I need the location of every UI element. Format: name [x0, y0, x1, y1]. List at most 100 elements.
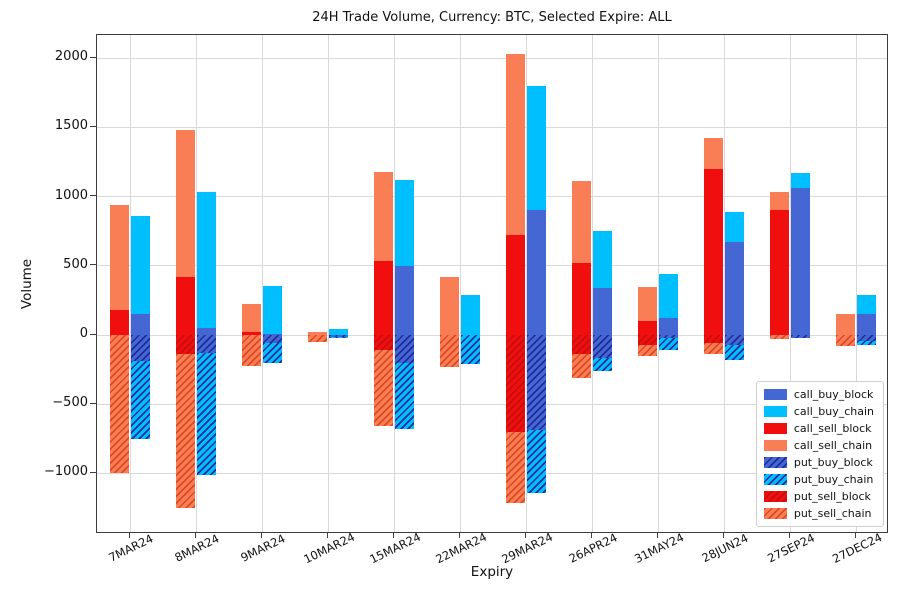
- bar-call_buy_chain-7MAR24: [131, 215, 150, 315]
- gridline-vertical: [525, 35, 527, 532]
- y-tick-label: 2000: [54, 49, 88, 65]
- legend-item-call_buy_chain: call_buy_chain: [763, 404, 874, 419]
- bar-call_buy_block-31MAY24: [659, 317, 678, 335]
- y-tick-mark: [90, 125, 96, 127]
- bar-put_buy_block-9MAR24: [263, 335, 282, 344]
- gridline-horizontal: [97, 57, 887, 59]
- gridline-horizontal: [97, 403, 887, 405]
- x-tick-mark: [788, 533, 790, 538]
- gridline-vertical: [261, 35, 263, 532]
- bar-call_buy_chain-31MAY24: [659, 274, 678, 318]
- y-tick-label: 500: [63, 256, 88, 272]
- gridline-vertical: [723, 35, 725, 532]
- bar-put_buy_block-28JUN24: [725, 335, 744, 346]
- legend-swatch-put_buy_block: [763, 457, 787, 468]
- gridline-horizontal: [97, 126, 887, 128]
- gridline-vertical: [591, 35, 593, 532]
- y-tick-mark: [90, 402, 96, 404]
- bar-put_sell_chain-29MAR24: [506, 431, 525, 504]
- bar-call_sell_block-7MAR24: [110, 310, 129, 335]
- bar-put_buy_chain-27DEC24: [857, 341, 876, 345]
- bar-call_sell_block-9MAR24: [242, 332, 261, 335]
- bar-call_sell_block-15MAR24: [374, 260, 393, 335]
- legend-item-call_buy_block: call_buy_block: [763, 387, 874, 402]
- bar-call_sell_block-31MAY24: [638, 321, 657, 335]
- x-tick-mark: [326, 533, 328, 538]
- gridline-horizontal: [97, 334, 887, 336]
- bar-put_buy_chain-22MAR24: [461, 335, 480, 365]
- bar-call_sell_chain-15MAR24: [374, 171, 393, 261]
- bar-call_sell_block-8MAR24: [176, 276, 195, 335]
- bar-put_sell_chain-28JUN24: [704, 343, 723, 355]
- x-tick-mark: [524, 533, 526, 538]
- bar-call_buy_chain-27DEC24: [857, 294, 876, 315]
- bar-call_buy_chain-15MAR24: [395, 179, 414, 266]
- x-tick-label-7MAR24: 7MAR24: [106, 531, 156, 565]
- x-tick-label-26APR24: 26APR24: [566, 530, 620, 566]
- x-tick-label-27DEC24: 27DEC24: [830, 529, 885, 567]
- x-tick-mark: [590, 533, 592, 538]
- bar-call_buy_block-29MAR24: [527, 210, 546, 335]
- y-tick-mark: [90, 56, 96, 58]
- legend-label-call_buy_chain: call_buy_chain: [793, 405, 874, 418]
- bar-call_buy_chain-27SEP24: [791, 173, 810, 188]
- bar-call_buy_block-27DEC24: [857, 314, 876, 335]
- legend-label-put_buy_chain: put_buy_chain: [793, 473, 874, 486]
- bar-call_sell_chain-26APR24: [572, 181, 591, 264]
- bar-put_buy_chain-7MAR24: [131, 361, 150, 439]
- legend-item-call_sell_chain: call_sell_chain: [763, 438, 874, 453]
- bar-call_buy_block-28JUN24: [725, 241, 744, 335]
- bar-put_sell_chain-27SEP24: [770, 335, 789, 340]
- legend-item-put_buy_block: put_buy_block: [763, 455, 874, 470]
- bar-call_buy_chain-29MAR24: [527, 85, 546, 211]
- bar-put_sell_chain-27DEC24: [836, 335, 855, 347]
- x-tick-label-15MAR24: 15MAR24: [367, 529, 424, 567]
- x-tick-label-8MAR24: 8MAR24: [172, 531, 222, 565]
- bar-put_sell_chain-22MAR24: [440, 335, 459, 367]
- bar-put_buy_chain-10MAR24: [329, 337, 348, 339]
- bar-put_sell_chain-10MAR24: [308, 335, 327, 342]
- legend-label-put_sell_block: put_sell_block: [793, 490, 871, 503]
- x-tick-label-10MAR24: 10MAR24: [301, 529, 358, 567]
- bar-put_sell_block-28JUN24: [704, 335, 723, 344]
- bar-put_sell_chain-15MAR24: [374, 349, 393, 427]
- bar-call_buy_chain-9MAR24: [263, 285, 282, 334]
- bar-put_sell_block-8MAR24: [176, 335, 195, 354]
- bar-put_buy_chain-15MAR24: [395, 362, 414, 430]
- gridline-horizontal: [97, 265, 887, 267]
- bar-put_buy_block-10MAR24: [329, 335, 348, 338]
- bar-put_sell_chain-26APR24: [572, 354, 591, 378]
- gridline-vertical: [855, 35, 857, 532]
- bar-call_sell_block-28JUN24: [704, 168, 723, 335]
- bar-put_buy_chain-8MAR24: [197, 352, 216, 475]
- x-tick-mark: [656, 533, 658, 538]
- x-tick-label-28JUN24: 28JUN24: [699, 530, 751, 566]
- legend-swatch-put_sell_chain: [763, 508, 787, 519]
- x-tick-mark: [128, 533, 130, 538]
- bar-put_sell_chain-31MAY24: [638, 344, 657, 356]
- bar-call_buy_chain-8MAR24: [197, 191, 216, 329]
- gridline-horizontal: [97, 196, 887, 198]
- bar-call_buy_block-9MAR24: [263, 333, 282, 335]
- bar-call_sell_chain-7MAR24: [110, 204, 129, 311]
- x-tick-label-22MAR24: 22MAR24: [433, 529, 490, 567]
- legend-label-put_sell_chain: put_sell_chain: [793, 507, 872, 520]
- bar-put_buy_chain-29MAR24: [527, 429, 546, 493]
- gridline-vertical: [789, 35, 791, 532]
- bar-call_buy_block-7MAR24: [131, 314, 150, 335]
- bar-put_buy_block-7MAR24: [131, 335, 150, 362]
- y-tick-label: −500: [52, 395, 88, 411]
- bar-call_buy_chain-10MAR24: [329, 328, 348, 335]
- bar-call_sell_chain-31MAY24: [638, 286, 657, 322]
- legend: call_buy_block call_buy_chain call_sell_bl…: [755, 381, 884, 527]
- gridline-vertical: [459, 35, 461, 532]
- chart-title: 24H Trade Volume, Currency: BTC, Selecte…: [312, 10, 672, 25]
- legend-label-put_buy_block: put_buy_block: [793, 456, 873, 469]
- legend-item-put_buy_chain: put_buy_chain: [763, 472, 874, 487]
- y-tick-label: 1500: [54, 118, 88, 134]
- bar-put_buy_block-26APR24: [593, 335, 612, 358]
- x-tick-mark: [458, 533, 460, 538]
- bar-put_buy_block-27DEC24: [857, 335, 876, 342]
- legend-item-call_sell_block: call_sell_block: [763, 421, 874, 436]
